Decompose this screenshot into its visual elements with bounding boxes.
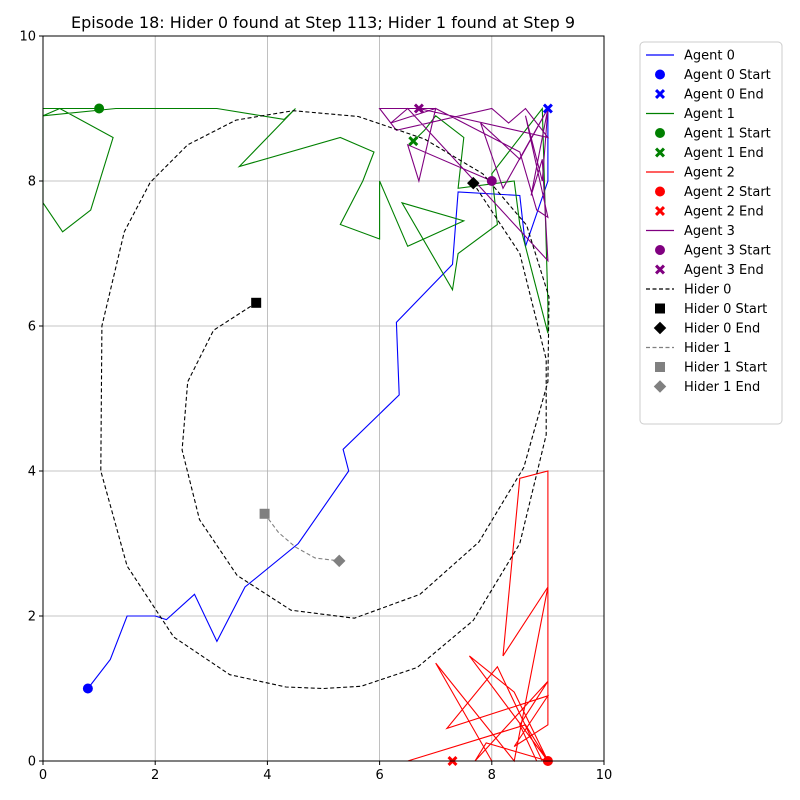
- legend-agent-2-end-label: Agent 2 End: [684, 205, 764, 220]
- legend-hider-1-start-label: Hider 1 Start: [684, 361, 767, 376]
- legend-agent-0-end-label: Agent 0 End: [684, 88, 764, 103]
- plot-frame: [42, 35, 605, 762]
- x-tick-label: 8: [488, 768, 496, 783]
- marker-agent-1-start: [94, 103, 105, 114]
- legend-agent-3-end-swatch: [655, 264, 665, 275]
- marker-agent-3-start: [486, 176, 497, 186]
- legend-hider-1-start-swatch: [655, 362, 665, 372]
- legend-agent-0-start-swatch: [655, 69, 665, 80]
- legend-agent-1-label: Agent 1: [684, 107, 735, 122]
- legend-hider-0-end-swatch: [653, 321, 667, 335]
- legend-hider-1-label: Hider 1: [684, 341, 731, 356]
- legend-agent-1-start-swatch: [655, 128, 665, 138]
- series-line-agent-0: [87, 108, 549, 689]
- legend-hider-0-start-label: Hider 0 Start: [684, 302, 767, 317]
- x-tick-label: 6: [375, 768, 383, 783]
- y-tick-label: 2: [28, 610, 36, 625]
- legend-hider-1-end-swatch: [653, 380, 667, 393]
- legend-agent-1-start-label: Agent 1 Start: [684, 127, 771, 142]
- series-line-agent-2: [407, 470, 550, 763]
- legend-agent-2-start-swatch: [655, 186, 665, 197]
- legend-agent-2-start-label: Agent 2 Start: [684, 185, 771, 200]
- axis-ticks: 0 2 4 6 8 10 0 2 4 6 8 10: [19, 30, 612, 784]
- legend-hider-1-end-label: Hider 1 End: [684, 380, 760, 395]
- legend-hider-0-end-label: Hider 0 End: [684, 322, 760, 337]
- series-line-hider-1: [264, 513, 340, 562]
- legend-agent-1-end-label: Agent 1 End: [684, 146, 764, 161]
- y-tick-label: 10: [19, 30, 36, 45]
- marker-hider-1-end: [332, 554, 346, 568]
- x-tick-label: 4: [263, 768, 271, 783]
- x-tick-label: 10: [596, 768, 613, 783]
- marker-agent-0-start: [82, 683, 93, 694]
- legend-agent-0-end-swatch: [655, 89, 665, 99]
- legend-agent-2-end-swatch: [655, 206, 665, 216]
- y-tick-label: 0: [28, 755, 36, 770]
- marker-agent-3-end: [413, 103, 424, 114]
- legend-agent-1-end-swatch: [655, 147, 665, 158]
- legend-box: [639, 41, 783, 425]
- marker-agent-1-end: [408, 136, 419, 147]
- legend-hider-0-start-swatch: [655, 303, 665, 314]
- marker-hider-0-end: [467, 176, 480, 190]
- y-tick-label: 8: [28, 175, 36, 190]
- legend-agent-3-start-label: Agent 3 Start: [684, 244, 771, 259]
- legend-hider-0-label: Hider 0: [684, 283, 731, 298]
- legend-agent-3-start-swatch: [655, 245, 665, 255]
- legend-agent-0-label: Agent 0: [684, 49, 735, 64]
- y-tick-label: 4: [28, 465, 36, 480]
- series-lines: [42, 106, 550, 763]
- legend-agent-3-label: Agent 3: [684, 224, 735, 239]
- x-tick-label: 0: [39, 768, 47, 783]
- y-tick-label: 6: [28, 320, 36, 335]
- x-tick-label: 2: [151, 768, 159, 783]
- legend-agent-0-start-label: Agent 0 Start: [684, 68, 771, 83]
- legend-agent-2-label: Agent 2: [684, 166, 735, 181]
- legend: Agent 0 Agent 0 Start Agent 0 End Agent 1 Ag…: [639, 41, 783, 425]
- marker-hider-0-start: [251, 297, 262, 308]
- series-line-hider-0: [100, 110, 550, 690]
- chart-title: Episode 18: Hider 0 found at Step 113; H…: [71, 13, 575, 32]
- legend-agent-3-end-label: Agent 3 End: [684, 263, 764, 278]
- marker-agent-0-end: [542, 103, 553, 114]
- marker-hider-1-start: [259, 508, 270, 519]
- series-line-agent-1: [42, 106, 549, 334]
